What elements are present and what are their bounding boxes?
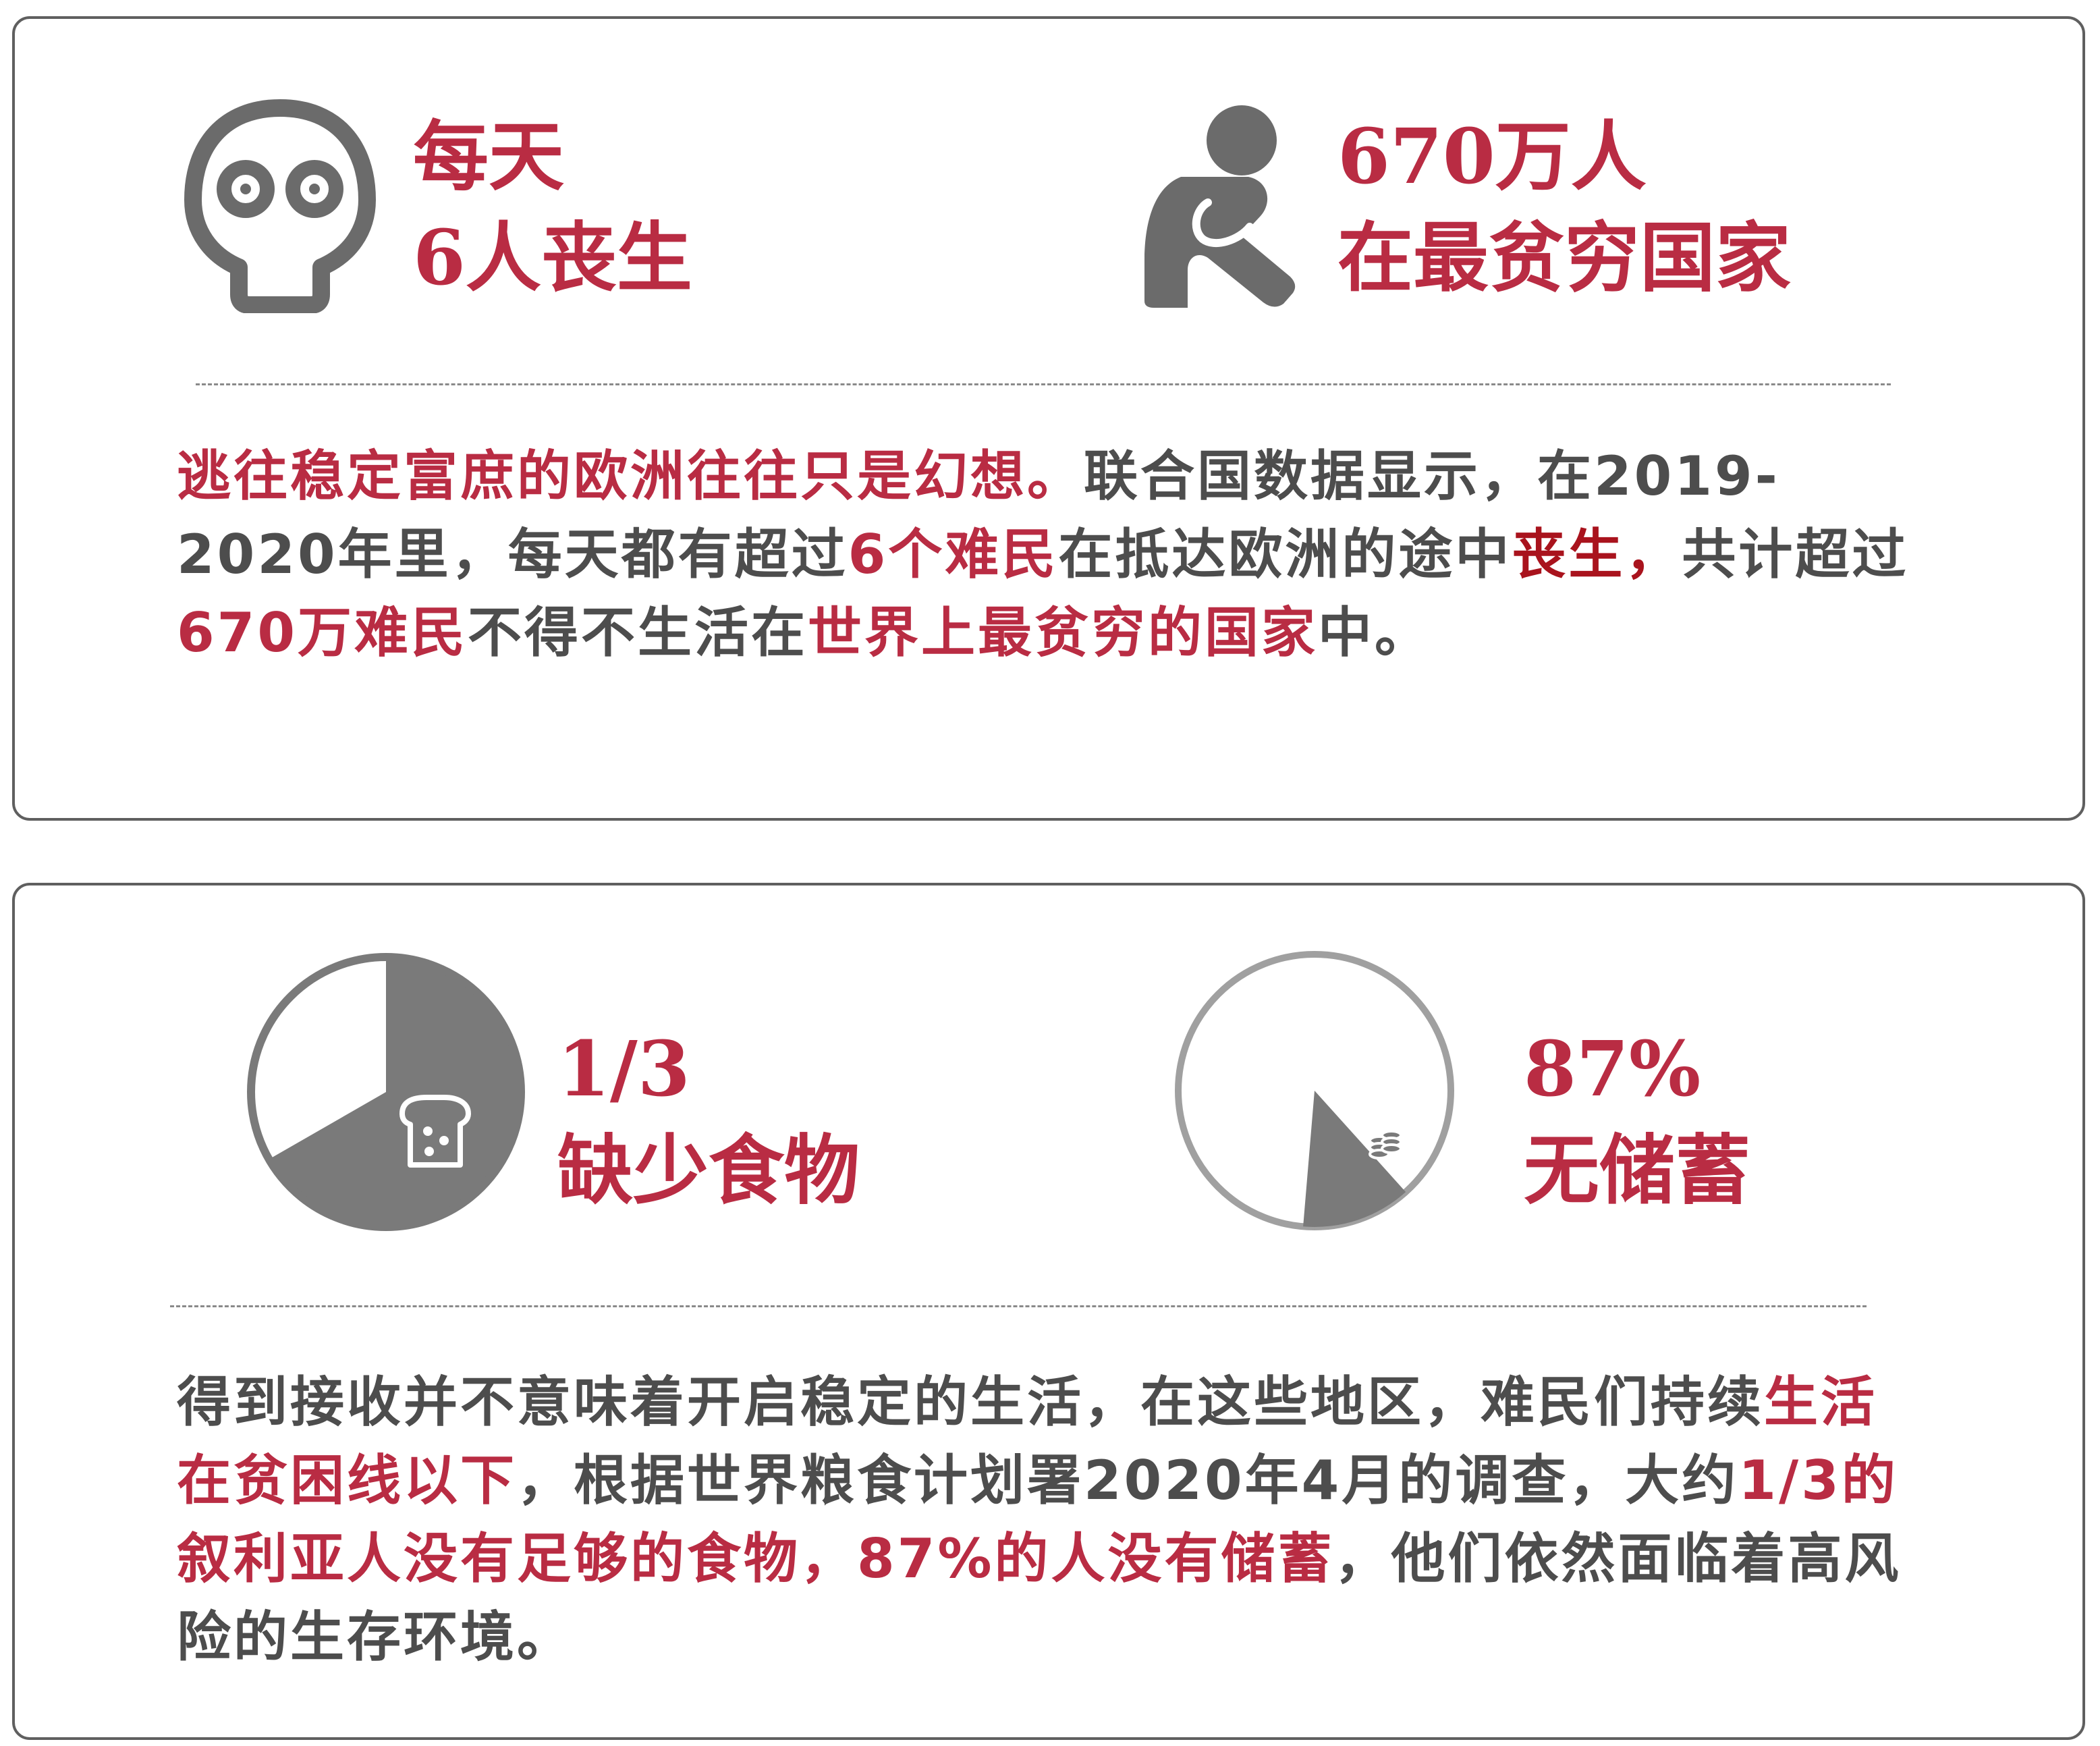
card1-paragraph-run: 联合国数据显示，在2019-2020年里，每天都有超过 xyxy=(177,445,1780,586)
card2-paragraph-run: 1/3的叙利亚人没有足够的食物，87%的人没有储蓄 xyxy=(177,1449,1898,1590)
sitting-person-icon xyxy=(1144,105,1296,308)
divider-2 xyxy=(170,1305,1867,1307)
card1-paragraph: 逃往稳定富庶的欧洲往往只是幻想。联合国数据显示，在2019-2020年里，每天都… xyxy=(177,437,1931,672)
skull-icon xyxy=(184,99,376,313)
card2-paragraph: 得到接收并不意味着开启稳定的生活，在这些地区，难民们持续生活在贫困线以下，根据世… xyxy=(177,1363,1931,1676)
card2-paragraph-run: ，他们依然面临着高风险的生存环境。 xyxy=(177,1527,1902,1668)
stat-poorest-line1: 670万人 xyxy=(1337,113,1647,201)
card1-paragraph-run: 6个难民 xyxy=(848,523,1059,586)
stat-poorest-countries: 670万人 在最贫穷国家 xyxy=(1337,107,1791,309)
card2-paragraph-run: 生活在贫困线以下 xyxy=(177,1371,1877,1512)
stat-deaths-line1: 每天 xyxy=(413,113,564,201)
card1-paragraph-run: 不得不生活在 xyxy=(468,601,808,664)
stat-no-savings: 87% 无储蓄 xyxy=(1524,1019,1750,1222)
card1-paragraph-run: 丧生， xyxy=(1512,523,1682,586)
card2-paragraph-run: 得到接收并不意味着开启稳定的生活，在这些地区，难民们持续 xyxy=(177,1371,1764,1434)
card1-paragraph-run: 在抵达欧洲的途中 xyxy=(1058,523,1512,586)
stat-deaths-line2: 6人丧生 xyxy=(413,214,692,302)
stat-savings-line1: 87% xyxy=(1524,1025,1701,1114)
bread-icon xyxy=(399,1095,471,1168)
stat-food-shortage: 1/3 缺少食物 xyxy=(557,1019,860,1222)
card1-paragraph-run: 世界上最贫穷的国家 xyxy=(808,601,1318,664)
stat-savings-line2: 无储蓄 xyxy=(1524,1126,1750,1215)
stat-poorest-line2: 在最贫穷国家 xyxy=(1337,214,1791,302)
card1-paragraph-run: 中。 xyxy=(1318,601,1431,664)
divider-1 xyxy=(196,383,1891,385)
stat-deaths-per-day: 每天 6人丧生 xyxy=(413,107,692,309)
card1-paragraph-run: 逃往稳定富庶的欧洲往往只是幻想。 xyxy=(177,445,1084,508)
coins-icon xyxy=(1369,1130,1402,1160)
food-pie-chart xyxy=(247,953,525,1231)
card1-paragraph-run: 共计超过 xyxy=(1682,523,1909,586)
savings-pie-chart xyxy=(1175,951,1454,1230)
card2-paragraph-run: ，根据世界粮食计划署2020年4月的调查，大约 xyxy=(517,1449,1739,1512)
card1-paragraph-run: 670万难民 xyxy=(177,601,468,664)
stat-food-line1: 1/3 xyxy=(557,1025,690,1114)
no-savings-wedge xyxy=(1303,1091,1406,1227)
stat-food-line2: 缺少食物 xyxy=(557,1126,860,1215)
